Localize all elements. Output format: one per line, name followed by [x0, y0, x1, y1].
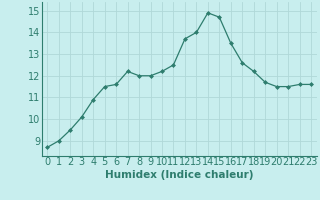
X-axis label: Humidex (Indice chaleur): Humidex (Indice chaleur)	[105, 170, 253, 180]
